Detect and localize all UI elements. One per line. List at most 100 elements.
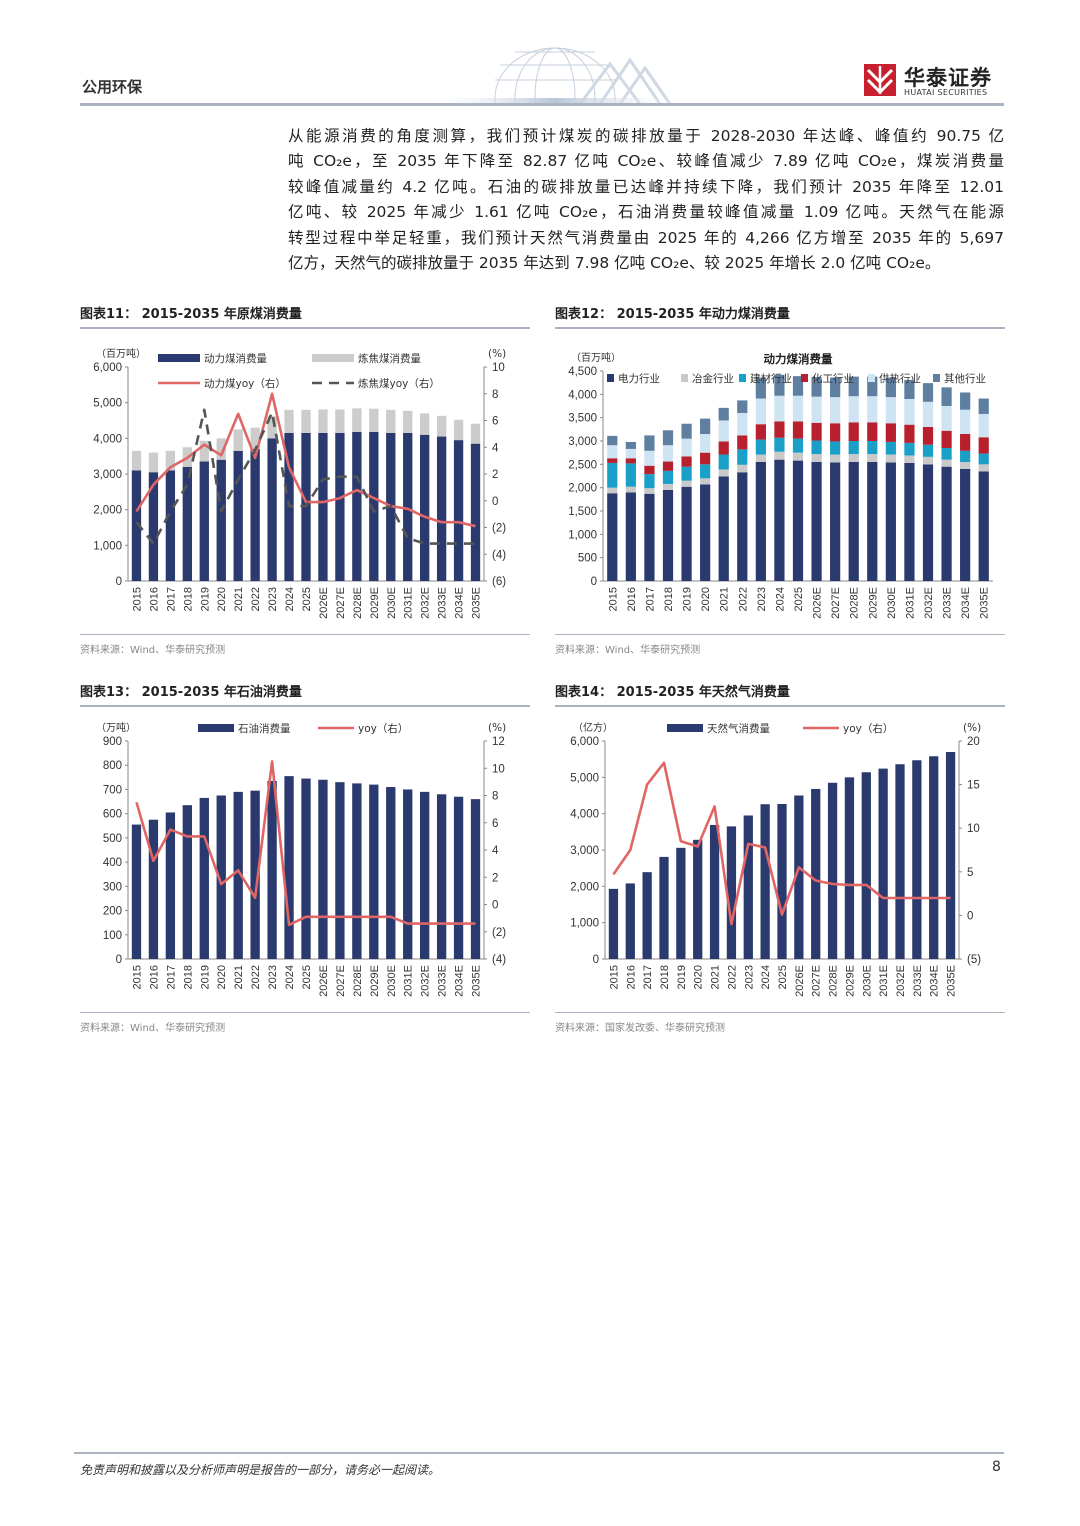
bar — [369, 431, 379, 581]
figure-bottom-rule — [80, 1012, 530, 1013]
bar — [659, 856, 669, 959]
x-tick-label: 2016 — [626, 587, 638, 611]
bar — [960, 434, 971, 451]
x-tick-label: 2023 — [267, 587, 279, 611]
legend-label: 供热行业 — [879, 372, 921, 385]
legend-swatch — [681, 374, 688, 382]
y-tick-label: 500 — [103, 833, 122, 845]
bar — [625, 458, 636, 464]
bar — [453, 796, 464, 959]
x-tick-label: 2023 — [743, 965, 755, 989]
bar — [941, 448, 952, 460]
y-axis-unit: （百万吨） — [96, 347, 146, 360]
x-tick-label: 2018 — [182, 587, 194, 611]
y-tick-label: 3,500 — [568, 413, 597, 425]
figure-bottom-rule — [80, 634, 530, 635]
x-tick-label: 2019 — [199, 587, 211, 611]
y-tick-label: 100 — [103, 930, 122, 942]
x-tick-label: 2021 — [710, 965, 722, 989]
bar — [233, 429, 243, 451]
bar — [436, 436, 447, 581]
bar — [662, 483, 674, 490]
legend-swatch — [667, 724, 703, 732]
x-tick-label: 2026E — [318, 587, 330, 619]
legend-label: 动力煤yoy（右） — [204, 377, 286, 390]
x-tick-label: 2031E — [403, 587, 415, 619]
x-tick-label: 2030E — [386, 587, 398, 619]
bar — [960, 409, 971, 434]
x-tick-label: 2020 — [216, 587, 228, 611]
bar — [718, 420, 729, 442]
bar — [922, 464, 934, 581]
bar — [335, 782, 345, 959]
bar — [625, 883, 635, 959]
bar — [792, 395, 804, 422]
bar — [318, 409, 328, 433]
x-tick-label: 2022 — [250, 965, 262, 989]
y-tick-label: 0 — [116, 576, 122, 588]
y-tick-label: 4,500 — [568, 366, 597, 378]
x-tick-label: 2029E — [369, 587, 381, 619]
bar — [774, 395, 785, 422]
bar — [369, 408, 379, 432]
bar — [844, 777, 855, 959]
y2-tick-label: (4) — [492, 549, 506, 561]
bar — [774, 437, 785, 452]
legend-swatch — [933, 374, 940, 382]
x-tick-label: 2031E — [403, 965, 415, 997]
bar — [233, 450, 243, 581]
bar — [250, 790, 260, 959]
bar — [420, 413, 430, 435]
y2-tick-label: 10 — [967, 823, 980, 835]
y-tick-label: 4,000 — [570, 809, 599, 821]
bar — [960, 469, 971, 581]
x-tick-label: 2030E — [861, 965, 873, 997]
figure-source: 资料来源：Wind、华泰研究预测 — [80, 645, 226, 656]
bar — [941, 459, 952, 467]
bar — [607, 445, 618, 459]
bar — [662, 461, 674, 471]
figure-source: 资料来源：国家发改委、华泰研究预测 — [555, 1023, 725, 1034]
figure-title: 图表14： 2015-2035 年天然气消费量 — [555, 685, 790, 700]
x-tick-label: 2015 — [131, 965, 143, 989]
footer-divider — [74, 1452, 1004, 1454]
chart-oil-consumption: 0 100 200 300 400 500 600 700 800 900 (4) (2) 0 2 4 6 8 1… — [96, 721, 506, 997]
bar — [607, 435, 618, 446]
bar — [403, 789, 413, 959]
bar — [737, 472, 748, 581]
legend-label: 天然气消费量 — [707, 722, 770, 735]
legend-swatch — [312, 354, 354, 362]
bar — [904, 399, 915, 425]
bar — [284, 409, 294, 433]
bar — [960, 462, 971, 469]
x-tick-label: 2017 — [165, 587, 177, 611]
bar — [148, 819, 159, 959]
legend-label: 动力煤消费量 — [204, 352, 267, 365]
y-tick-label: 3,000 — [568, 436, 597, 448]
bar — [131, 824, 142, 959]
bar — [830, 423, 841, 442]
x-tick-label: 2016 — [148, 965, 160, 989]
x-tick-label: 2015 — [607, 587, 619, 611]
footer-disclaimer: 免责声明和披露以及分析师声明是报告的一部分，请务必一起阅读。 — [80, 1463, 441, 1477]
paragraph-line: 转型过程中举足轻重，我们预计天然气消费量由 2025 年的 4,266 亿方增至… — [288, 228, 1004, 247]
x-tick-label: 2034E — [960, 587, 972, 619]
y-tick-label: 900 — [103, 736, 122, 748]
x-tick-label: 2029E — [844, 965, 856, 997]
legend-swatch — [198, 724, 234, 732]
bar — [148, 472, 159, 581]
figure-top-rule — [555, 705, 1005, 707]
bar — [830, 454, 841, 463]
bar — [978, 398, 989, 414]
x-tick-label: 2030E — [386, 965, 398, 997]
y-tick-label: 3,000 — [570, 845, 599, 857]
legend-swatch — [801, 374, 808, 382]
x-tick-label: 2028E — [352, 965, 364, 997]
bar — [811, 788, 821, 959]
x-tick-label: 2018 — [663, 587, 675, 611]
bar — [792, 460, 804, 581]
y2-tick-label: 6 — [492, 416, 498, 428]
legend-label: 电力行业 — [618, 372, 660, 385]
bar — [978, 464, 989, 472]
bar — [644, 465, 655, 475]
